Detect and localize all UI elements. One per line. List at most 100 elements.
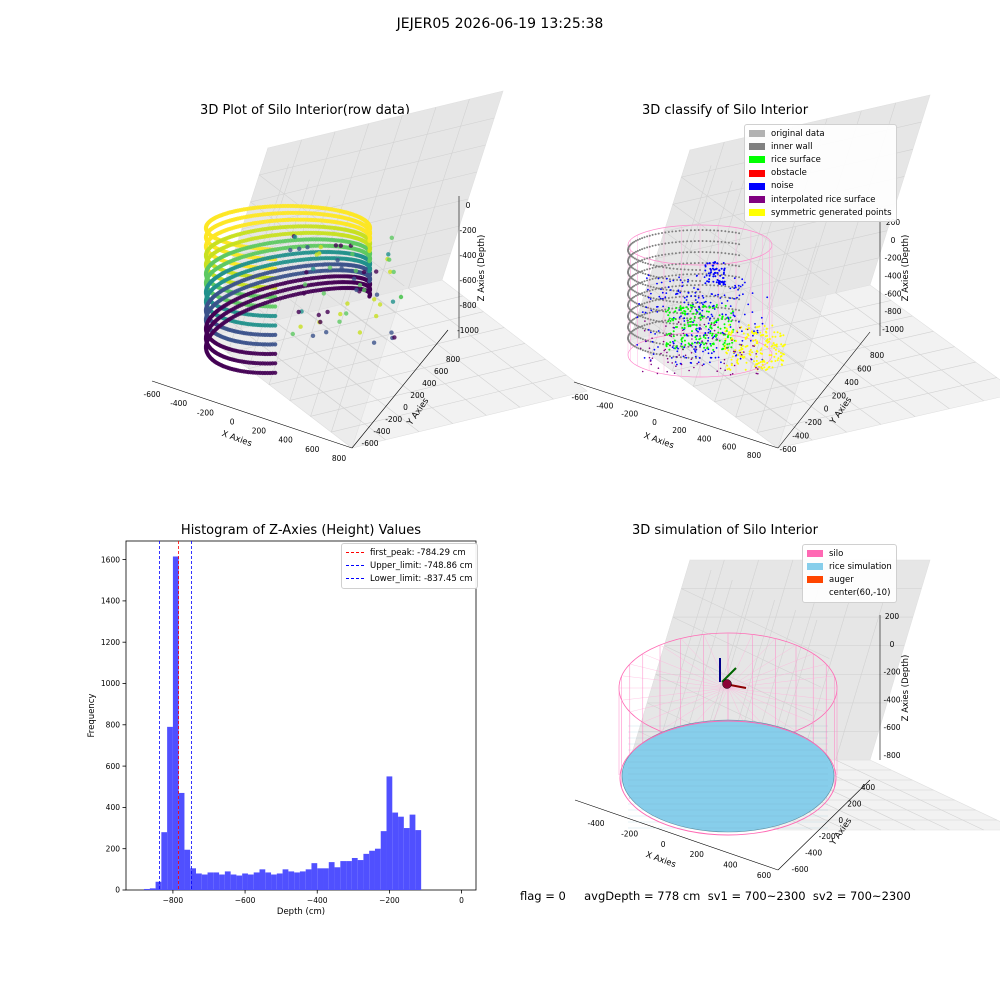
wall-point: [636, 282, 639, 285]
silo-wire: [727, 687, 814, 723]
raw-point: [357, 282, 363, 288]
wall-point: [668, 355, 671, 358]
interpolated-point: [656, 372, 659, 375]
wall-point: [632, 344, 635, 347]
rice-surface-point: [729, 316, 732, 319]
interpolated-point: [716, 339, 719, 341]
silo-wire: [621, 687, 729, 701]
noise-point: [714, 275, 717, 278]
wall-point: [687, 323, 690, 326]
wall-point: [635, 272, 637, 275]
legend-item: center(60,-10): [807, 587, 892, 600]
interpolated-point: [690, 352, 693, 354]
rice-surface-point: [717, 318, 720, 321]
rice-surface-point: [695, 323, 698, 326]
symmetric-point: [745, 361, 748, 364]
raw-point: [354, 287, 359, 293]
legend-label: rice simulation: [829, 561, 892, 572]
x-axis-label: X Axies: [642, 431, 675, 451]
noise-point: [739, 285, 742, 288]
raw-point: [339, 266, 344, 271]
wall-point: [648, 311, 651, 314]
wall-point: [647, 284, 649, 287]
noise-point: [756, 329, 759, 332]
wall-point: [649, 274, 652, 277]
x-tick-label: -400: [587, 819, 604, 828]
silo-wire: [659, 644, 729, 689]
noise-point: [683, 317, 686, 320]
noise-point: [737, 288, 739, 291]
noise-point: [690, 295, 693, 297]
silo-wire: [629, 687, 729, 713]
legend-item: auger: [807, 573, 892, 586]
histogram-bar: [328, 862, 335, 890]
raw-point: [318, 244, 323, 250]
wall-point: [636, 326, 639, 329]
wall-point: [672, 300, 675, 303]
symmetric-point: [747, 324, 750, 327]
x-axis-line: [151, 380, 353, 449]
wall-point: [671, 241, 674, 244]
x-tick-label: −800: [163, 896, 184, 905]
raw-point: [367, 254, 372, 259]
legend-swatch: [807, 590, 823, 597]
symmetric-point: [775, 352, 778, 355]
wall-point: [738, 309, 741, 312]
symmetric-point: [730, 358, 733, 361]
raw-point: [374, 292, 380, 297]
interpolated-point: [736, 331, 739, 334]
rice-surface-point: [685, 306, 688, 309]
wall-point: [648, 289, 651, 292]
wall-point: [709, 240, 712, 243]
symmetric-point: [745, 328, 748, 331]
wall-point: [687, 356, 690, 359]
symmetric-point: [741, 351, 744, 354]
rice-surface-point: [698, 342, 701, 344]
wall-point: [727, 307, 730, 310]
rice-surface-point: [699, 318, 702, 321]
wall-point: [705, 295, 708, 298]
noise-point: [707, 339, 709, 342]
z-tick-label: -200: [884, 254, 901, 263]
wall-point: [641, 281, 644, 284]
wall-point: [654, 299, 657, 302]
wall-point: [633, 306, 636, 309]
noise-point: [721, 313, 724, 316]
wall-point: [727, 241, 730, 244]
interpolated-point: [651, 337, 653, 340]
interpolated-point: [710, 323, 713, 326]
wall-point: [649, 307, 652, 310]
noise-point: [686, 295, 688, 298]
wall-point: [695, 357, 698, 359]
symmetric-point: [780, 355, 783, 357]
noise-point: [683, 320, 686, 322]
interpolated-point: [667, 361, 669, 364]
rice-surface-point: [703, 343, 705, 346]
noise-point: [694, 351, 697, 353]
wall-point: [699, 291, 701, 293]
wall-point: [633, 323, 636, 326]
rice-surface-point: [723, 341, 726, 344]
histogram-bar: [161, 832, 168, 890]
wall-point: [678, 295, 681, 298]
wall-point: [705, 251, 708, 254]
wall-point: [676, 268, 679, 270]
wall-point: [638, 293, 641, 295]
noise-point: [641, 311, 644, 313]
rice-surface-point: [683, 334, 686, 337]
silo-wire: [642, 687, 729, 723]
wall-point: [671, 230, 674, 233]
wall-point: [724, 252, 727, 255]
wall-point: [661, 276, 663, 278]
rice-surface-point: [709, 332, 712, 335]
plot1-3d-raw: -600-400-2000200400600800-600-400-200020…: [143, 90, 588, 463]
z-axis-label: Z Axies (Depth): [901, 235, 911, 302]
x-tick-label: -400: [596, 401, 613, 410]
wall-point: [664, 231, 667, 234]
noise-point: [741, 330, 743, 333]
noise-point: [717, 356, 720, 359]
interpolated-point: [649, 360, 652, 362]
wall-point: [701, 317, 704, 319]
raw-point: [316, 312, 321, 318]
symmetric-point: [755, 355, 758, 358]
